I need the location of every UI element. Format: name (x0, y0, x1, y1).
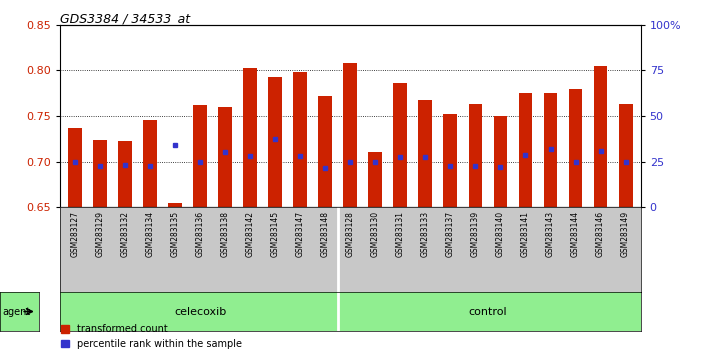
Bar (394, 83, 407, 207)
Bar (93, 139, 107, 207)
Text: GSM283148: GSM283148 (321, 211, 329, 257)
Text: GSM283146: GSM283146 (596, 211, 605, 257)
Text: GSM283136: GSM283136 (196, 211, 205, 257)
Text: GSM283132: GSM283132 (120, 211, 130, 257)
Text: GSM283140: GSM283140 (496, 211, 505, 257)
Text: GSM283149: GSM283149 (621, 211, 630, 257)
Bar (469, 104, 482, 207)
Bar (543, 93, 558, 207)
Text: GSM283144: GSM283144 (571, 211, 580, 257)
Text: control: control (469, 307, 508, 316)
Bar (118, 142, 132, 207)
Bar (294, 72, 307, 207)
Text: GSM283133: GSM283133 (421, 211, 430, 257)
Text: GSM283147: GSM283147 (296, 211, 305, 257)
Bar (418, 99, 432, 207)
Bar (344, 63, 357, 207)
Text: GSM283145: GSM283145 (270, 211, 279, 257)
Bar (143, 120, 157, 207)
Bar (268, 77, 282, 207)
Text: GSM283137: GSM283137 (446, 211, 455, 257)
Bar (519, 93, 532, 207)
Bar (444, 114, 458, 207)
Bar (68, 128, 82, 207)
Legend: transformed count, percentile rank within the sample: transformed count, percentile rank withi… (61, 324, 241, 349)
Text: GSM283138: GSM283138 (220, 211, 230, 257)
Bar (218, 107, 232, 207)
Text: agent: agent (2, 307, 30, 316)
Text: GSM283139: GSM283139 (471, 211, 480, 257)
Text: GSM283143: GSM283143 (546, 211, 555, 257)
Text: celecoxib: celecoxib (174, 307, 226, 316)
Bar (619, 104, 632, 207)
Text: GSM283131: GSM283131 (396, 211, 405, 257)
Bar (193, 105, 207, 207)
Text: GSM283141: GSM283141 (521, 211, 530, 257)
Bar (368, 153, 382, 207)
Bar (569, 88, 582, 207)
Text: GSM283127: GSM283127 (70, 211, 80, 257)
Text: GSM283134: GSM283134 (146, 211, 154, 257)
Text: GDS3384 / 34533_at: GDS3384 / 34533_at (60, 12, 190, 25)
Text: GSM283135: GSM283135 (170, 211, 180, 257)
Bar (593, 66, 608, 207)
Text: GSM283129: GSM283129 (96, 211, 104, 257)
Bar (318, 96, 332, 207)
Text: GSM283142: GSM283142 (246, 211, 255, 257)
Text: GSM283130: GSM283130 (371, 211, 379, 257)
Text: GSM283128: GSM283128 (346, 211, 355, 257)
Bar (494, 116, 508, 207)
Bar (168, 202, 182, 207)
Bar (243, 68, 257, 207)
